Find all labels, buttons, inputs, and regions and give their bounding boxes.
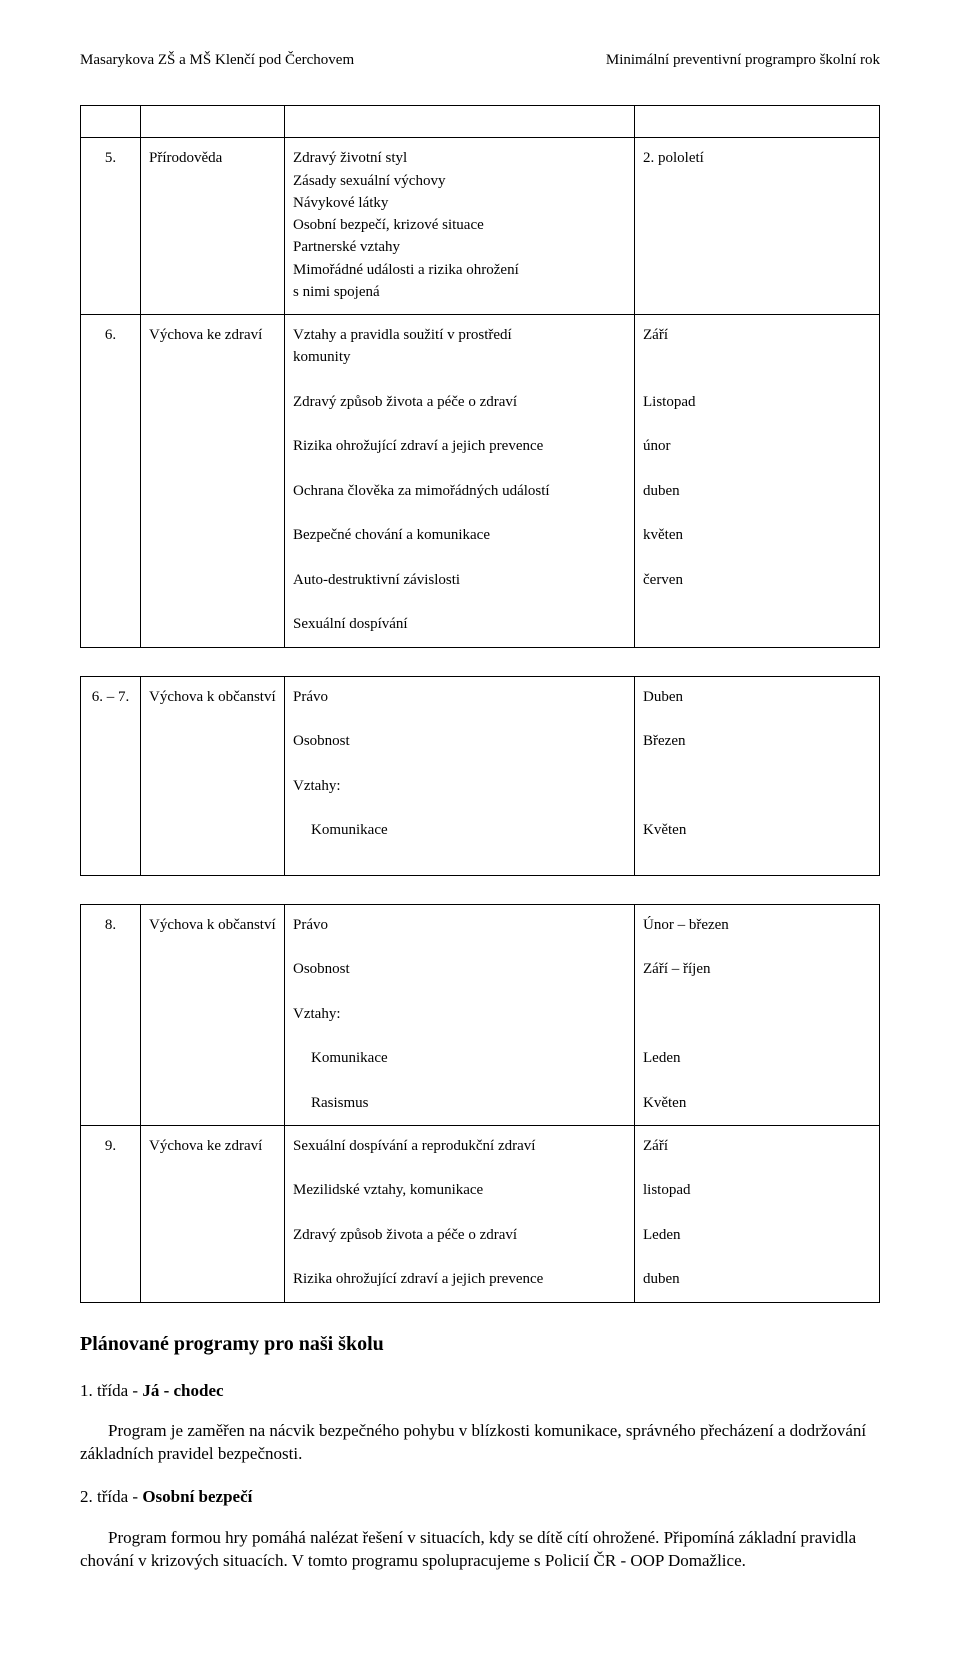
row-months: Duben Březen Květen xyxy=(635,676,880,875)
curriculum-table-2: 6. – 7. Výchova k občanství Právo Osobno… xyxy=(80,676,880,876)
header-right: Minimální preventivní programpro školní … xyxy=(606,50,880,70)
row-topics: Vztahy a pravidla soužití v prostředí ko… xyxy=(285,315,635,648)
program-item-2-text: Program formou hry pomáhá nalézat řešení… xyxy=(80,1527,880,1573)
program-item-1-text: Program je zaměřen na nácvik bezpečného … xyxy=(80,1420,880,1466)
row-number: 8. xyxy=(81,904,141,1125)
section-heading: Plánované programy pro naši školu xyxy=(80,1331,880,1358)
table-row: 6. Výchova ke zdraví Vztahy a pravidla s… xyxy=(81,315,880,648)
row-topics: Právo Osobnost Vztahy: Komunikace xyxy=(285,676,635,875)
row-subject: Výchova k občanství xyxy=(141,904,285,1125)
row-months: Září Listopad únor duben květen červen xyxy=(635,315,880,648)
row-topics: Zdravý životní styl Zásady sexuální vých… xyxy=(285,138,635,315)
page-header: Masarykova ZŠ a MŠ Klenčí pod Čerchovem … xyxy=(80,50,880,70)
row-topics: Právo Osobnost Vztahy: Komunikace Rasism… xyxy=(285,904,635,1125)
table-row: 6. – 7. Výchova k občanství Právo Osobno… xyxy=(81,676,880,875)
curriculum-table-3: 8. Výchova k občanství Právo Osobnost Vz… xyxy=(80,904,880,1303)
row-number: 6. – 7. xyxy=(81,676,141,875)
table-row: 9. Výchova ke zdraví Sexuální dospívání … xyxy=(81,1125,880,1302)
curriculum-table-1: 5. Přírodověda Zdravý životní styl Zásad… xyxy=(80,105,880,647)
row-months: Únor – březen Září – říjen Leden Květen xyxy=(635,904,880,1125)
row-subject: Výchova ke zdraví xyxy=(141,315,285,648)
header-left: Masarykova ZŠ a MŠ Klenčí pod Čerchovem xyxy=(80,50,354,70)
row-number: 9. xyxy=(81,1125,141,1302)
table-stub-row xyxy=(81,106,880,138)
row-months: Září listopad Leden duben xyxy=(635,1125,880,1302)
row-subject: Výchova k občanství xyxy=(141,676,285,875)
row-topics: Sexuální dospívání a reprodukční zdraví … xyxy=(285,1125,635,1302)
row-months: 2. pololetí xyxy=(635,138,880,315)
row-subject: Výchova ke zdraví xyxy=(141,1125,285,1302)
program-item-2-heading: 2. třída - Osobní bezpečí xyxy=(80,1486,880,1509)
table-row: 5. Přírodověda Zdravý životní styl Zásad… xyxy=(81,138,880,315)
table-row: 8. Výchova k občanství Právo Osobnost Vz… xyxy=(81,904,880,1125)
row-number: 5. xyxy=(81,138,141,315)
program-item-1-heading: 1. třída - Já - chodec xyxy=(80,1380,880,1403)
row-number: 6. xyxy=(81,315,141,648)
row-subject: Přírodověda xyxy=(141,138,285,315)
